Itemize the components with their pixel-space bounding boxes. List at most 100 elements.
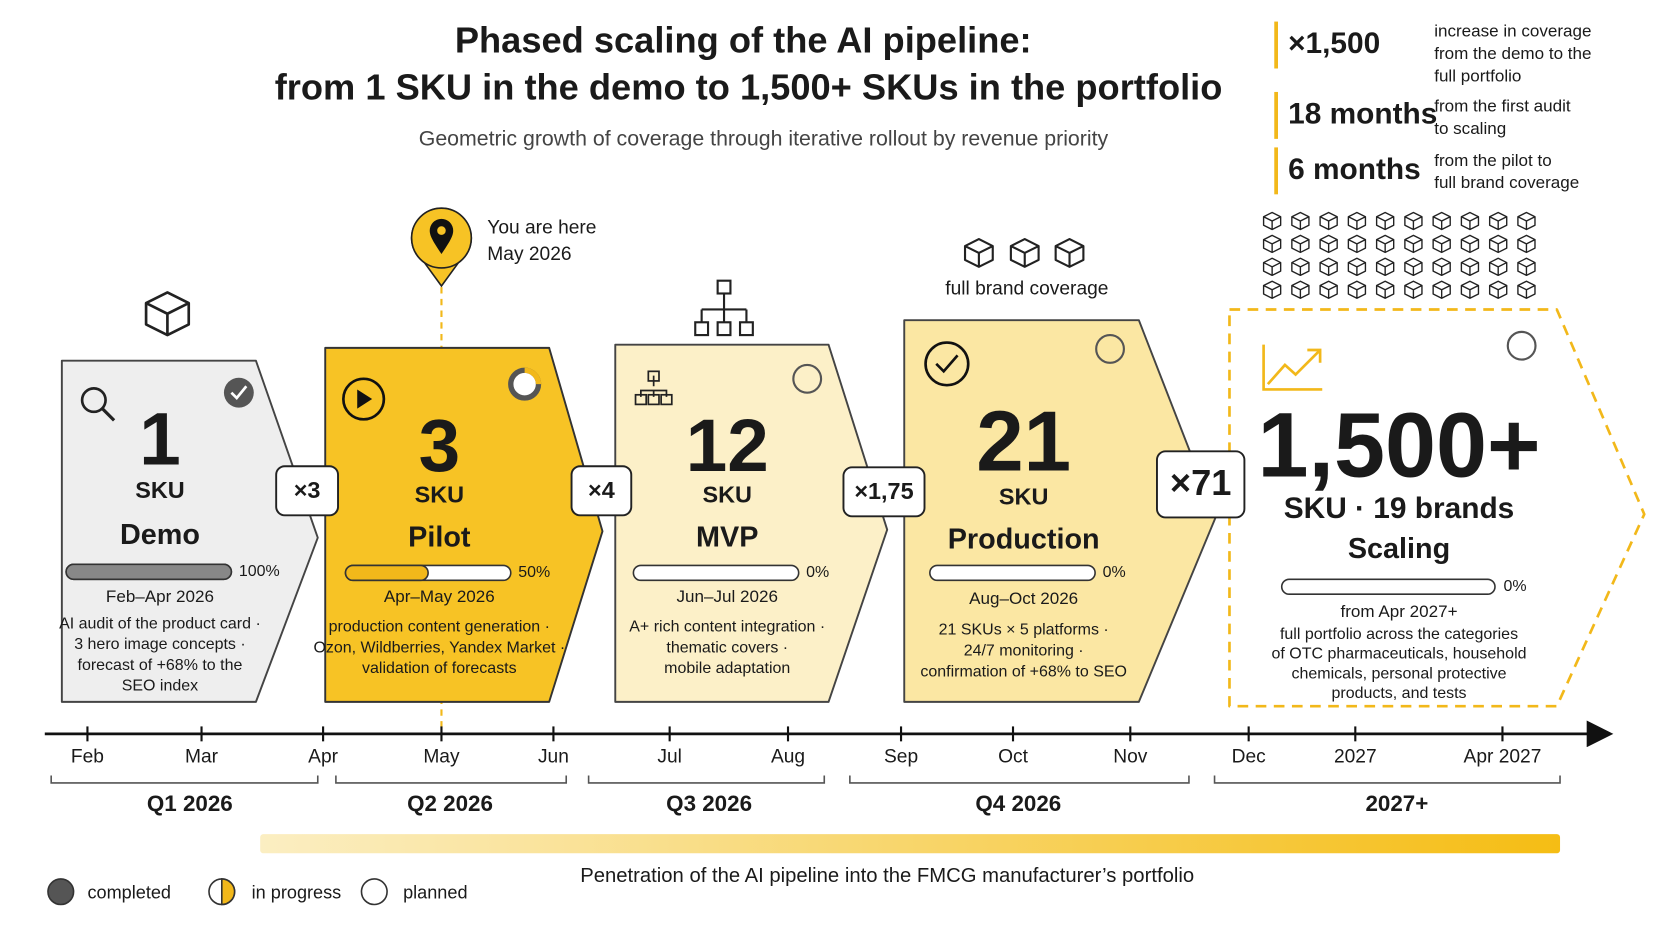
cube-icon (1347, 257, 1367, 277)
status-icon (524, 367, 542, 385)
cube-icon (1404, 234, 1423, 254)
stat-description: increase in coverage (1434, 22, 1591, 41)
stat-description: full brand coverage (1434, 173, 1579, 192)
cube-icon (1460, 234, 1480, 254)
stat-bar (1274, 21, 1278, 69)
multiplier: ×3 (294, 477, 321, 503)
cube-icon (1432, 280, 1451, 299)
cube-icon (1291, 211, 1310, 231)
month-label: Feb (71, 746, 104, 767)
period-bracket (335, 775, 568, 784)
multiplier-badge (1156, 450, 1246, 519)
multiplier-badge (275, 465, 339, 517)
stage-detail: chemicals, personal protective (1292, 665, 1507, 682)
period-bracket (587, 775, 826, 784)
cube-icon (144, 291, 191, 337)
caption: Penetration of the AI pipeline into the … (580, 865, 1194, 887)
legend-swatch (47, 878, 75, 906)
stage-name: Demo (120, 519, 200, 551)
stage-name: Scaling (1348, 533, 1450, 565)
icon (694, 321, 710, 337)
month-label: Sep (884, 746, 918, 767)
legend-label: completed (87, 883, 171, 903)
icon (357, 389, 373, 409)
cube-icon (1404, 280, 1423, 299)
progress-label: 50% (518, 564, 550, 581)
progress-label: 0% (1504, 578, 1527, 595)
month-label: Mar (185, 746, 219, 767)
cube-icon (1375, 234, 1395, 254)
stage-unit: SKU (702, 481, 751, 507)
cube-icon (1291, 280, 1310, 299)
stat-value: 18 months (1288, 97, 1437, 130)
title: Phased scaling of the AI pipeline: (455, 19, 1032, 60)
status-icon (223, 377, 254, 408)
multiplier: ×1,75 (854, 478, 913, 504)
cube-icon (1319, 280, 1338, 299)
cube-icon (1262, 280, 1282, 299)
cube-icon (1460, 257, 1480, 277)
status-icon (230, 385, 248, 400)
stat-description: from the demo to the (1434, 44, 1591, 63)
subtitle: Geometric growth of coverage through ite… (419, 127, 1109, 151)
stat-description: from the pilot to (1434, 151, 1552, 170)
stat-value: ×1,500 (1288, 27, 1380, 60)
icon (101, 407, 116, 422)
icon (634, 393, 648, 406)
period-label: Q1 2026 (147, 791, 233, 816)
cube-icon (1375, 211, 1395, 231)
stage-count: 12 (686, 403, 769, 487)
legend-label: in progress (252, 883, 342, 903)
stage-detail: 21 SKUs × 5 platforms · (939, 622, 1109, 639)
icon (647, 370, 660, 382)
stage-name: MVP (696, 521, 758, 553)
cube-icon (1432, 211, 1451, 231)
stage-dates: Feb–Apr 2026 (106, 587, 214, 606)
progress-track (1280, 578, 1496, 595)
penetration-bar (260, 834, 1561, 854)
cube-icon (1319, 211, 1338, 231)
icon (700, 293, 748, 323)
stat-bar (1274, 91, 1278, 139)
month-label: Jul (657, 746, 682, 767)
cube-icon (1291, 257, 1310, 277)
period-label: 2027+ (1365, 791, 1428, 816)
icon (647, 393, 660, 406)
status-icon (1095, 334, 1125, 364)
stage-detail: SEO index (122, 678, 198, 695)
stage-dates: Aug–Oct 2026 (969, 589, 1078, 608)
cube-icon (1404, 211, 1423, 231)
icon (716, 321, 732, 337)
multiplier: ×4 (588, 477, 615, 503)
period-label: Q4 2026 (975, 791, 1061, 816)
stage-count: 1,500+ (1258, 395, 1541, 497)
period-bracket (50, 775, 319, 784)
cube-icon (1262, 211, 1282, 231)
title: from 1 SKU in the demo to 1,500+ SKUs in… (275, 66, 1223, 107)
progress-track (632, 564, 800, 582)
icon (660, 393, 673, 406)
month-label: Dec (1232, 746, 1267, 767)
stage-dates: from Apr 2027+ (1341, 602, 1458, 621)
stage-detail: products, and tests (1331, 685, 1466, 702)
legend-swatch (220, 878, 236, 906)
cube-icon (1432, 234, 1451, 254)
cube-icon (1291, 234, 1310, 254)
month-label: Aug (771, 746, 805, 767)
cube-icon (1460, 280, 1480, 299)
pin-icon (437, 226, 446, 235)
stat-description: full portfolio (1434, 67, 1521, 86)
icon (1262, 344, 1323, 391)
cube-icon (1488, 234, 1508, 254)
stat-description: to scaling (1434, 119, 1506, 138)
stage-detail: full portfolio across the categories (1280, 626, 1518, 643)
progress-fill (344, 564, 429, 582)
status-icon (792, 363, 823, 394)
month-label: Apr (308, 746, 338, 767)
stage-count: 21 (976, 395, 1071, 490)
cube-icon (1319, 257, 1338, 277)
pin-icon (429, 218, 454, 255)
icon (80, 387, 107, 414)
month-label: Apr 2027 (1464, 746, 1542, 767)
